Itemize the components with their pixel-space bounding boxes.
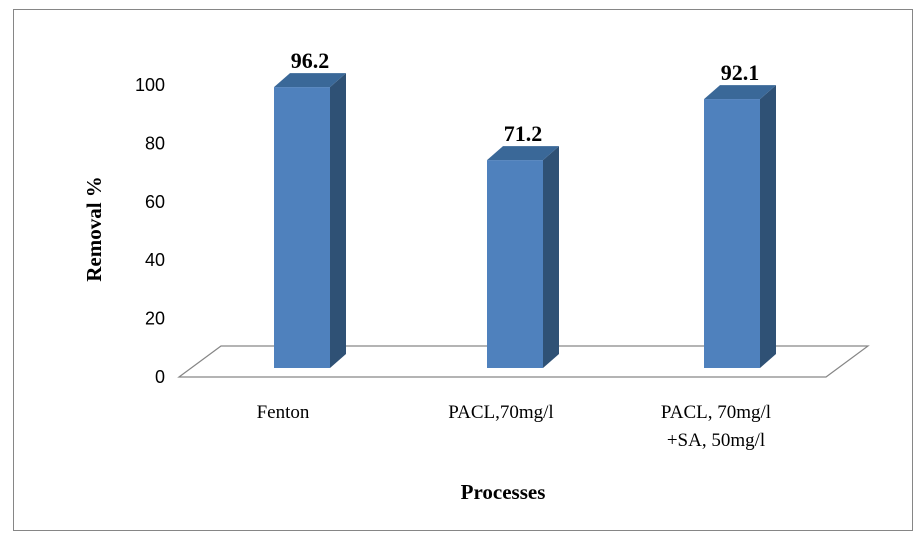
- bars: [274, 73, 776, 369]
- bar-side-face: [760, 85, 776, 369]
- data-label: 92.1: [721, 60, 760, 85]
- bar: [487, 146, 559, 368]
- bar-front-face: [274, 87, 330, 368]
- y-tick-label: 20: [145, 309, 165, 329]
- y-tick-label: 60: [145, 192, 165, 212]
- bar-top-face: [274, 73, 346, 88]
- bar-front-face: [487, 160, 543, 368]
- x-axis: Fenton PACL,70mg/l PACL, 70mg/l +SA, 50mg/l: [257, 402, 771, 451]
- bar-side-face: [330, 73, 346, 368]
- x-tick-label: Fenton: [257, 402, 310, 423]
- y-tick-label: 0: [155, 367, 165, 387]
- data-label: 71.2: [504, 121, 543, 146]
- x-axis-title: Processes: [461, 480, 546, 504]
- y-tick-label: 80: [145, 133, 165, 153]
- y-axis-title: Removal %: [82, 176, 106, 282]
- y-tick-label: 40: [145, 250, 165, 270]
- bar: [274, 73, 346, 368]
- bar-top-face: [487, 146, 559, 161]
- data-labels: 96.2 71.2 92.1: [291, 48, 760, 146]
- bar: [704, 85, 776, 369]
- chart-floor: [177, 345, 870, 378]
- x-tick-label: PACL, 70mg/l: [661, 402, 771, 423]
- data-label: 96.2: [291, 48, 330, 73]
- y-axis: 0 20 40 60 80 100: [135, 75, 165, 387]
- bar-side-face: [543, 146, 559, 368]
- x-tick-label: PACL,70mg/l: [448, 402, 553, 423]
- y-tick-label: 100: [135, 75, 165, 95]
- floor-outline: [177, 345, 870, 378]
- bar-front-face: [704, 99, 760, 369]
- x-tick-label: +SA, 50mg/l: [667, 430, 765, 451]
- bar-top-face: [704, 85, 776, 100]
